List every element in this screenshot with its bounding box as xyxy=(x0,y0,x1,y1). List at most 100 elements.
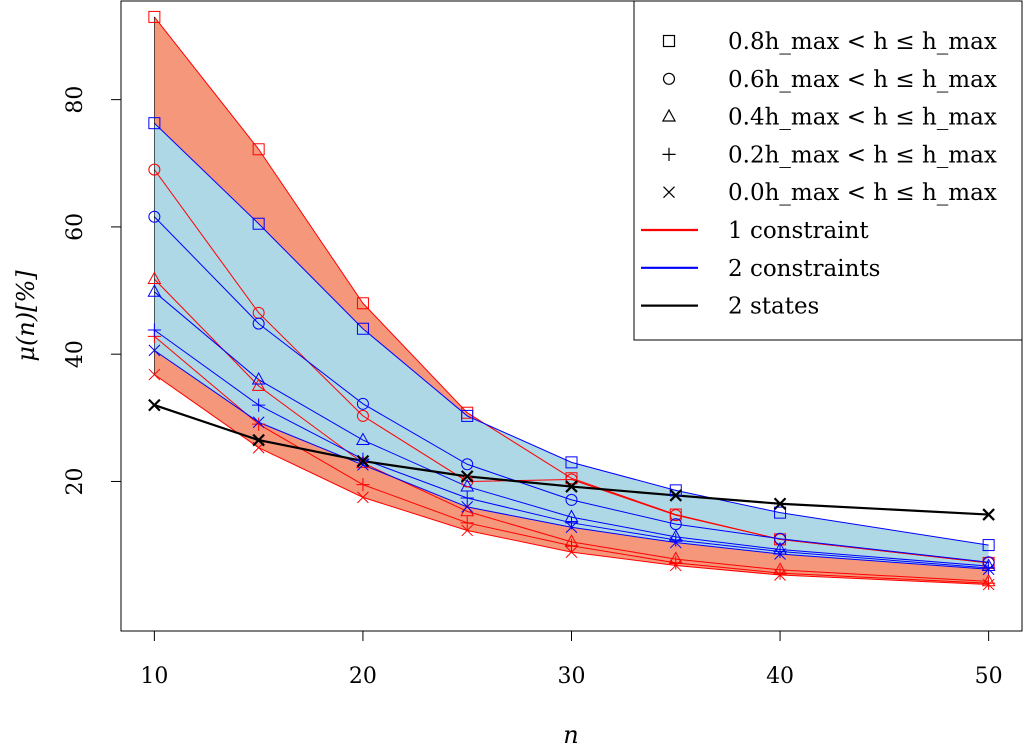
data-point-2-constraints-circle xyxy=(774,532,787,545)
data-point-1-constraint-triangle xyxy=(147,271,162,284)
data-point-1-constraint-square xyxy=(252,143,265,156)
data-point-2-states-cross xyxy=(773,497,787,511)
data-point-2-constraints-cross xyxy=(357,459,369,471)
data-point-2-constraints-cross xyxy=(982,563,995,576)
series-line-1-constraint-triangle xyxy=(154,278,989,582)
data-point-2-constraints-square xyxy=(461,409,474,422)
data-point-1-constraint-square xyxy=(148,10,161,23)
data-point-2-states-cross xyxy=(252,433,265,447)
data-point-1-constraint-plus xyxy=(773,566,787,580)
data-point-1-constraint-cross xyxy=(669,559,682,572)
legend-label: 2 constraints xyxy=(728,256,880,282)
data-point-2-states-cross xyxy=(669,489,683,502)
series-line-2-states-cross xyxy=(154,404,989,516)
legend-plus-icon xyxy=(662,147,676,161)
data-point-1-constraint-circle xyxy=(669,509,682,522)
data-point-2-constraints-triangle xyxy=(147,284,162,297)
data-point-2-constraints-square xyxy=(252,217,265,230)
y-tick-label: 80 xyxy=(63,86,88,114)
series-line-1-constraint-cross xyxy=(154,374,989,586)
x-tick-label: 20 xyxy=(349,664,377,689)
y-axis-title: μ(n)[%] xyxy=(12,270,40,362)
data-point-2-constraints-cross xyxy=(148,344,161,357)
data-point-2-constraints-triangle xyxy=(251,371,266,385)
y-tick-label: 20 xyxy=(63,467,88,495)
legend: 0.8h_max < h ≤ h_max 0.6h_max < h ≤ h_max… xyxy=(633,0,1023,341)
data-point-2-constraints-plus xyxy=(147,323,161,337)
data-point-2-constraints-plus xyxy=(252,398,266,412)
data-point-2-constraints-plus xyxy=(982,561,996,575)
data-point-1-constraint-cross xyxy=(461,524,474,537)
legend-label: 0.4h_max < h ≤ h_max xyxy=(728,105,997,131)
legend-label: 2 states xyxy=(728,294,819,320)
data-point-1-constraint-circle xyxy=(148,163,161,176)
data-point-2-constraints-square xyxy=(565,456,578,469)
data-point-1-constraint-cross xyxy=(148,368,161,381)
data-point-2-states-cross xyxy=(148,398,161,412)
legend-label: 0.6h_max < h ≤ h_max xyxy=(728,67,997,93)
legend-square-icon xyxy=(662,34,676,48)
data-point-1-constraint-square xyxy=(356,297,369,310)
axes-layer: 10 20 30 40 50 20 40 60 80 xyxy=(63,86,1003,689)
series-lines-layer xyxy=(153,16,989,586)
series-line-2-constraints-plus xyxy=(154,329,989,569)
data-point-2-constraints-square xyxy=(982,539,995,552)
data-point-2-constraints-triangle xyxy=(356,432,370,445)
data-point-2-constraints-cross xyxy=(669,536,682,549)
series-line-1-constraint-plus xyxy=(154,335,989,584)
data-point-1-constraint-cross xyxy=(565,546,578,558)
data-point-2-constraints-circle xyxy=(356,397,369,410)
data-point-2-constraints-cross xyxy=(565,521,578,534)
legend-circle-icon xyxy=(662,72,676,85)
data-point-2-constraints-plus xyxy=(356,452,370,466)
data-point-1-constraint-plus xyxy=(564,539,579,553)
legend-box xyxy=(633,0,1023,341)
data-point-2-constraints-circle xyxy=(148,210,161,223)
data-point-2-constraints-plus xyxy=(773,544,787,559)
legend-label: 1 constraint xyxy=(728,218,869,244)
y-tick-label: 60 xyxy=(63,213,88,241)
x-axis-title: n xyxy=(563,721,578,747)
legend-cross-icon xyxy=(663,186,675,199)
data-point-2-constraints-square xyxy=(356,322,369,335)
legend-label: 0.2h_max < h ≤ h_max xyxy=(728,142,997,168)
series-line-2-constraints-cross xyxy=(154,349,989,570)
data-point-1-constraint-plus xyxy=(982,576,996,590)
legend-label: 0.0h_max < h ≤ h_max xyxy=(728,180,997,206)
data-point-2-constraints-square xyxy=(148,117,161,130)
data-point-2-constraints-cross xyxy=(461,501,474,513)
data-point-1-constraint-cross xyxy=(357,491,369,504)
legend-label: 0.8h_max < h ≤ h_max xyxy=(728,29,997,55)
x-tick-label: 40 xyxy=(766,664,794,689)
data-point-1-constraint-plus xyxy=(252,417,266,431)
x-tick-label: 50 xyxy=(975,664,1003,689)
data-point-2-constraints-square xyxy=(774,506,787,519)
data-point-2-constraints-plus xyxy=(669,533,683,547)
data-point-2-states-cross xyxy=(460,470,474,483)
data-point-1-constraint-plus xyxy=(460,516,474,530)
data-point-1-constraint-plus xyxy=(356,478,370,492)
x-tick-label: 10 xyxy=(140,664,168,689)
series-line-2-constraints-square xyxy=(154,122,989,546)
data-point-1-constraint-cross xyxy=(982,578,995,591)
data-point-1-constraint-circle xyxy=(356,409,369,422)
data-point-2-constraints-circle xyxy=(565,493,578,506)
data-point-1-constraint-cross xyxy=(774,569,786,581)
data-point-2-constraints-circle xyxy=(461,458,474,471)
series-line-2-constraints-triangle xyxy=(154,291,989,567)
data-point-2-constraints-cross xyxy=(252,416,265,429)
data-point-2-constraints-cross xyxy=(774,548,786,560)
data-point-2-constraints-circle xyxy=(252,317,265,330)
x-tick-label: 30 xyxy=(558,664,586,689)
data-point-1-constraint-plus xyxy=(669,556,683,570)
series-markers-layer xyxy=(147,10,996,591)
y-tick-label: 40 xyxy=(63,340,88,368)
data-point-2-states-cross xyxy=(565,480,578,493)
data-point-2-constraints-triangle xyxy=(460,478,475,492)
data-point-2-states-cross xyxy=(982,508,995,521)
legend-triangle-icon xyxy=(661,108,677,122)
data-point-2-constraints-plus xyxy=(460,491,474,505)
data-point-1-constraint-triangle xyxy=(251,378,266,391)
data-point-2-states-cross xyxy=(356,454,370,468)
